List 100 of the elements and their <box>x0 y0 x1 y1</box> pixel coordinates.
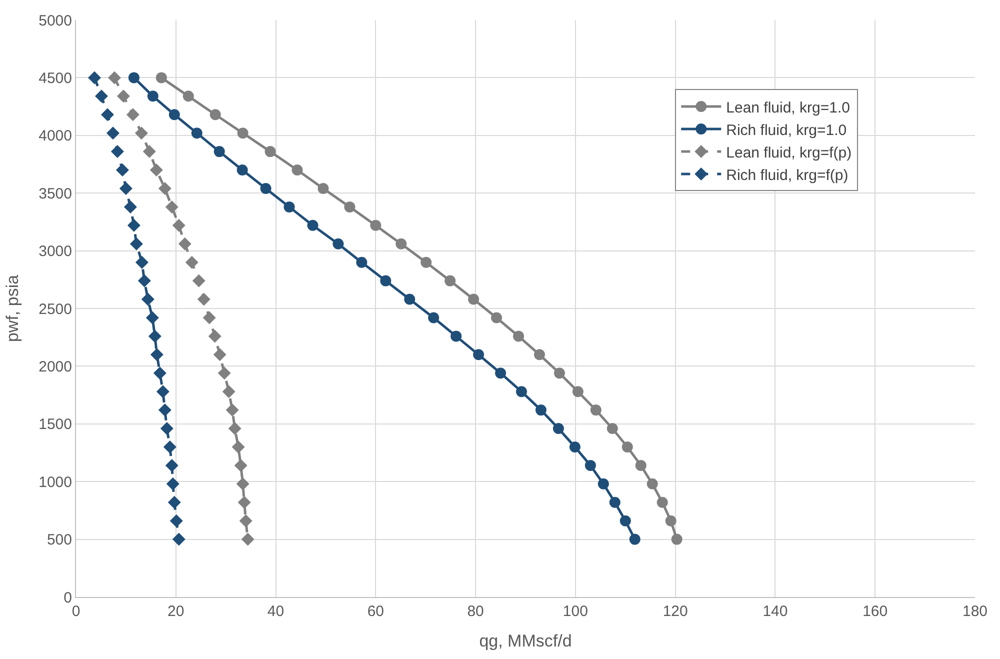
point <box>197 292 210 306</box>
point <box>178 237 192 250</box>
point <box>238 496 251 509</box>
point <box>158 404 172 417</box>
point <box>158 182 172 195</box>
point <box>160 422 174 436</box>
point <box>344 201 356 212</box>
point <box>590 404 602 416</box>
point <box>292 164 303 176</box>
point <box>128 72 140 84</box>
x-axis-title: qg, MMscf/d <box>479 631 572 650</box>
point <box>495 368 506 379</box>
point <box>185 256 198 269</box>
point <box>569 441 580 452</box>
point <box>444 275 456 286</box>
legend-label: Rich fluid, krg=1.0 <box>726 122 847 139</box>
y-tick-label: 1000 <box>38 474 72 491</box>
point <box>635 460 646 471</box>
point <box>516 386 527 398</box>
point <box>513 330 524 342</box>
point <box>450 330 462 342</box>
point <box>534 349 545 360</box>
point <box>218 366 231 380</box>
point <box>182 90 194 102</box>
legend-label: Lean fluid, krg=f(p) <box>726 144 852 162</box>
point <box>226 404 239 417</box>
point <box>138 274 151 288</box>
point <box>127 218 140 232</box>
point <box>110 145 124 158</box>
point <box>163 440 176 454</box>
y-tick-label: 4500 <box>38 70 72 87</box>
point <box>191 128 202 139</box>
point <box>396 238 407 250</box>
point <box>172 218 186 232</box>
point <box>119 182 132 195</box>
point <box>100 108 114 122</box>
y-axis-title: pwf, psia <box>3 274 22 342</box>
y-tick-label: 0 <box>64 589 72 606</box>
y-tick-label: 3500 <box>38 185 72 202</box>
point <box>241 532 254 546</box>
point <box>134 126 148 140</box>
point <box>165 200 178 214</box>
point <box>491 312 502 324</box>
point <box>572 386 584 398</box>
point <box>88 71 101 84</box>
point <box>116 164 129 177</box>
point <box>168 109 180 120</box>
point <box>150 348 164 362</box>
x-tick-label: 80 <box>467 603 484 620</box>
point <box>106 126 120 140</box>
point <box>307 220 318 231</box>
point <box>202 311 216 324</box>
point <box>554 368 565 379</box>
legend-label: Rich fluid, krg=f(p) <box>726 166 848 184</box>
point <box>228 422 242 436</box>
point <box>165 458 178 472</box>
point <box>170 514 183 528</box>
point <box>232 440 245 454</box>
point <box>264 146 276 158</box>
point <box>620 515 631 526</box>
point <box>236 164 248 176</box>
point <box>146 311 159 324</box>
point <box>108 71 121 84</box>
point <box>148 330 162 343</box>
point <box>213 348 226 362</box>
point <box>234 458 248 472</box>
point <box>130 237 143 250</box>
point <box>124 200 137 214</box>
legend-label: Lean fluid, krg=1.0 <box>726 99 850 116</box>
point <box>552 423 564 434</box>
point <box>584 460 596 471</box>
point <box>332 238 344 250</box>
point <box>141 292 154 306</box>
point <box>168 496 181 509</box>
point <box>473 349 484 360</box>
point <box>420 256 432 268</box>
point <box>239 514 252 528</box>
point <box>656 496 668 508</box>
point <box>606 423 618 434</box>
point <box>236 477 250 490</box>
point <box>153 366 166 380</box>
point <box>166 477 180 490</box>
point <box>147 90 158 102</box>
x-tick-label: 160 <box>862 603 888 620</box>
x-tick-label: 20 <box>168 603 184 620</box>
point <box>214 146 225 158</box>
y-tick-label: 3000 <box>38 243 72 260</box>
x-tick-label: 40 <box>267 603 284 620</box>
point <box>428 312 440 324</box>
point <box>609 496 620 508</box>
point <box>116 90 130 103</box>
point <box>404 294 416 305</box>
point <box>318 182 329 194</box>
point <box>222 385 236 398</box>
y-tick-label: 4000 <box>38 128 72 145</box>
point <box>260 182 272 194</box>
point <box>646 478 658 490</box>
y-tick-label: 1500 <box>38 416 72 434</box>
point <box>208 330 222 343</box>
point <box>210 109 221 120</box>
